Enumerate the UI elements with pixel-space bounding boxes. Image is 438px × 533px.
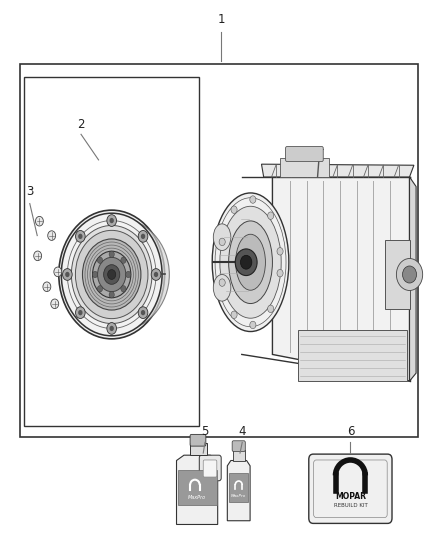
Polygon shape: [261, 164, 414, 177]
Ellipse shape: [212, 193, 289, 332]
Circle shape: [219, 279, 225, 286]
Circle shape: [121, 286, 126, 292]
Circle shape: [235, 249, 257, 276]
Circle shape: [141, 310, 145, 316]
Circle shape: [250, 196, 256, 203]
Circle shape: [61, 213, 162, 336]
Text: 5: 5: [201, 425, 208, 438]
Circle shape: [75, 307, 85, 319]
Circle shape: [277, 269, 283, 277]
Circle shape: [107, 215, 117, 227]
Ellipse shape: [62, 219, 166, 334]
Polygon shape: [227, 461, 250, 521]
Bar: [20, 64, 418, 437]
Circle shape: [97, 257, 102, 263]
Bar: [280, 158, 328, 177]
Ellipse shape: [229, 221, 272, 304]
Circle shape: [54, 267, 62, 277]
Text: MaxPro: MaxPro: [188, 495, 206, 500]
Circle shape: [92, 271, 98, 278]
Polygon shape: [410, 177, 416, 381]
Circle shape: [141, 233, 145, 239]
Circle shape: [97, 286, 102, 292]
Circle shape: [154, 272, 158, 277]
Circle shape: [151, 269, 161, 280]
Text: 1: 1: [217, 13, 225, 26]
Bar: [190, 443, 207, 455]
FancyBboxPatch shape: [309, 454, 392, 523]
Circle shape: [71, 225, 152, 324]
Circle shape: [75, 230, 85, 242]
Circle shape: [138, 307, 148, 319]
Polygon shape: [385, 240, 410, 309]
Circle shape: [108, 270, 116, 279]
FancyBboxPatch shape: [286, 147, 323, 161]
Circle shape: [92, 251, 131, 298]
Circle shape: [403, 266, 417, 283]
Circle shape: [65, 272, 70, 277]
Circle shape: [82, 239, 141, 310]
Text: REBUILD KIT: REBUILD KIT: [333, 503, 367, 508]
Circle shape: [250, 321, 256, 329]
Circle shape: [110, 326, 114, 331]
Circle shape: [98, 257, 126, 292]
Circle shape: [231, 311, 237, 319]
Polygon shape: [298, 330, 407, 381]
Circle shape: [240, 255, 252, 269]
Circle shape: [109, 251, 114, 257]
Text: 4: 4: [238, 425, 246, 438]
Text: MaxPro: MaxPro: [231, 494, 246, 498]
Circle shape: [78, 310, 82, 316]
Ellipse shape: [64, 220, 167, 335]
Text: 3: 3: [26, 185, 33, 198]
Ellipse shape: [220, 206, 281, 318]
Ellipse shape: [59, 210, 165, 339]
Text: 2: 2: [77, 118, 85, 131]
Circle shape: [107, 322, 117, 334]
Bar: [233, 450, 245, 461]
Circle shape: [110, 218, 114, 223]
FancyBboxPatch shape: [203, 460, 217, 477]
Circle shape: [63, 269, 72, 280]
Circle shape: [277, 248, 283, 255]
Ellipse shape: [236, 235, 265, 290]
Polygon shape: [272, 177, 410, 381]
Circle shape: [121, 257, 126, 263]
Circle shape: [104, 265, 120, 284]
Circle shape: [48, 231, 56, 240]
Bar: [178, 470, 217, 505]
FancyBboxPatch shape: [190, 434, 206, 446]
Polygon shape: [177, 455, 218, 524]
Circle shape: [78, 233, 82, 239]
Text: MOPAR: MOPAR: [335, 492, 366, 501]
Circle shape: [35, 216, 43, 226]
FancyBboxPatch shape: [199, 455, 221, 481]
Circle shape: [138, 230, 148, 242]
Circle shape: [219, 238, 225, 246]
Bar: [229, 473, 248, 502]
Circle shape: [268, 212, 274, 220]
Bar: [24, 77, 199, 426]
Circle shape: [231, 206, 237, 213]
Ellipse shape: [213, 274, 231, 301]
Circle shape: [75, 230, 148, 319]
Circle shape: [396, 259, 423, 290]
Ellipse shape: [213, 224, 231, 251]
Text: 6: 6: [346, 425, 354, 438]
Circle shape: [126, 271, 131, 278]
FancyBboxPatch shape: [232, 441, 245, 451]
Circle shape: [43, 282, 51, 292]
Circle shape: [51, 299, 59, 309]
Ellipse shape: [64, 218, 170, 331]
Circle shape: [109, 292, 114, 298]
Circle shape: [268, 305, 274, 312]
Circle shape: [34, 251, 42, 261]
